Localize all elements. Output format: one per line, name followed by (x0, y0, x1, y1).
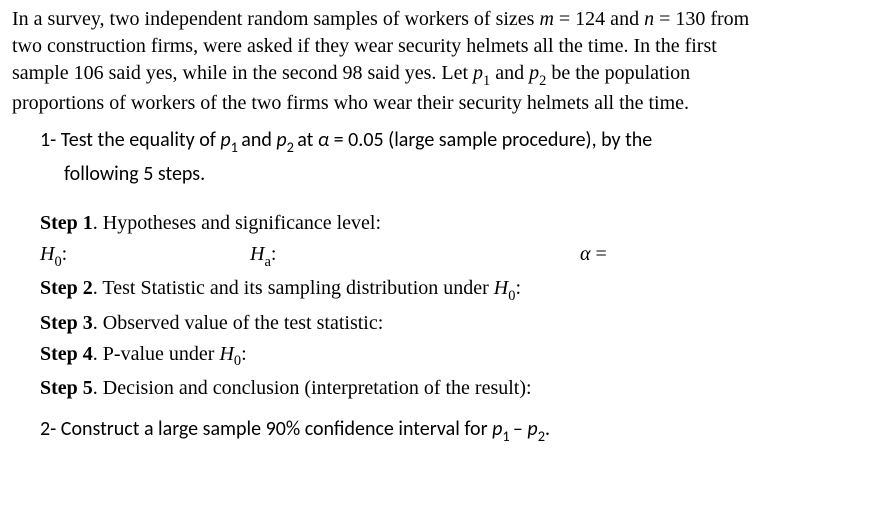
step-4: Step 4. P-value under H0: (40, 341, 863, 371)
sub-a: a (264, 254, 270, 270)
sub-1: 1 (231, 138, 242, 156)
var-n: n (644, 8, 654, 30)
alpha-cell: α = (580, 241, 863, 271)
sub-0: 0 (234, 353, 241, 369)
intro-text: be the population (546, 62, 690, 84)
sub-0: 0 (508, 288, 515, 304)
var-p1: p (220, 128, 230, 152)
step-text: . Hypotheses and significance level: (93, 212, 381, 234)
var-p1: p (492, 417, 502, 441)
colon: : (241, 343, 247, 365)
intro-text: two construction firms, were asked if th… (12, 35, 717, 57)
step-text: . Observed value of the test statistic: (93, 312, 383, 334)
sub-1: 1 (502, 427, 513, 445)
intro-text: = 124 and (554, 8, 644, 30)
q1-text: Test the equality of (61, 128, 221, 152)
step-label: Step 5 (40, 377, 93, 399)
step-text: . P-value under (93, 343, 220, 365)
h0-label: H (219, 343, 233, 365)
page: In a survey, two independent random samp… (0, 0, 875, 452)
step-5: Step 5. Decision and conclusion (interpr… (40, 375, 863, 402)
step-text: . Test Statistic and its sampling distri… (93, 277, 494, 299)
q1-number: 1- (40, 128, 61, 152)
colon: : (62, 243, 68, 265)
q1-text: following 5 steps. (64, 162, 205, 186)
h0-label: H (494, 277, 508, 299)
question-1-line2: following 5 steps. (64, 161, 863, 188)
var-p2: p (529, 62, 539, 84)
sub-2: 2 (287, 138, 298, 156)
steps-block: Step 1. Hypotheses and significance leve… (40, 210, 863, 402)
minus: – (513, 417, 527, 441)
step-2: Step 2. Test Statistic and its sampling … (40, 275, 863, 305)
var-m: m (539, 8, 553, 30)
ha-cell: Ha: (250, 241, 580, 271)
sub-0: 0 (54, 254, 61, 270)
q1-text: and (241, 128, 276, 152)
sub-1: 1 (483, 73, 490, 89)
q1-text: = 0.05 (large sample procedure), by the (329, 128, 652, 152)
sub-2: 2 (539, 73, 546, 89)
intro-text: sample 106 said yes, while in the second… (12, 62, 473, 84)
var-p1: p (473, 62, 483, 84)
intro-text: In a survey, two independent random samp… (12, 8, 539, 30)
intro-text: proportions of workers of the two firms … (12, 92, 689, 114)
ha-label: H (250, 243, 264, 265)
h0-label: H (40, 243, 54, 265)
step-1: Step 1. Hypotheses and significance leve… (40, 210, 863, 237)
var-alpha: α (580, 243, 591, 265)
q2-text: Construct a large sample 90% confidence … (61, 417, 492, 441)
var-p2: p (276, 128, 286, 152)
q1-text: at (297, 128, 318, 152)
h0-cell: H0: (40, 241, 250, 271)
colon: : (271, 243, 277, 265)
alpha-eq: = (591, 243, 607, 265)
step-label: Step 4 (40, 343, 93, 365)
intro-paragraph: In a survey, two independent random samp… (12, 6, 863, 117)
intro-text: = 130 from (654, 8, 749, 30)
step-3: Step 3. Observed value of the test stati… (40, 310, 863, 337)
var-p2: p (527, 417, 537, 441)
step-label: Step 1 (40, 212, 93, 234)
question-2: 2- Construct a large sample 90% confiden… (40, 416, 863, 445)
period: . (545, 417, 550, 441)
q2-number: 2- (40, 417, 61, 441)
colon: : (515, 277, 521, 299)
var-alpha: α (318, 128, 329, 152)
step-label: Step 3 (40, 312, 93, 334)
step-text: . Decision and conclusion (interpretatio… (93, 377, 532, 399)
question-1-line1: 1- Test the equality of p1 and p2 at α =… (40, 127, 863, 156)
intro-text: and (490, 62, 529, 84)
hypotheses-row: H0: Ha: α = (40, 241, 863, 271)
sub-2: 2 (538, 427, 545, 445)
step-label: Step 2 (40, 277, 93, 299)
